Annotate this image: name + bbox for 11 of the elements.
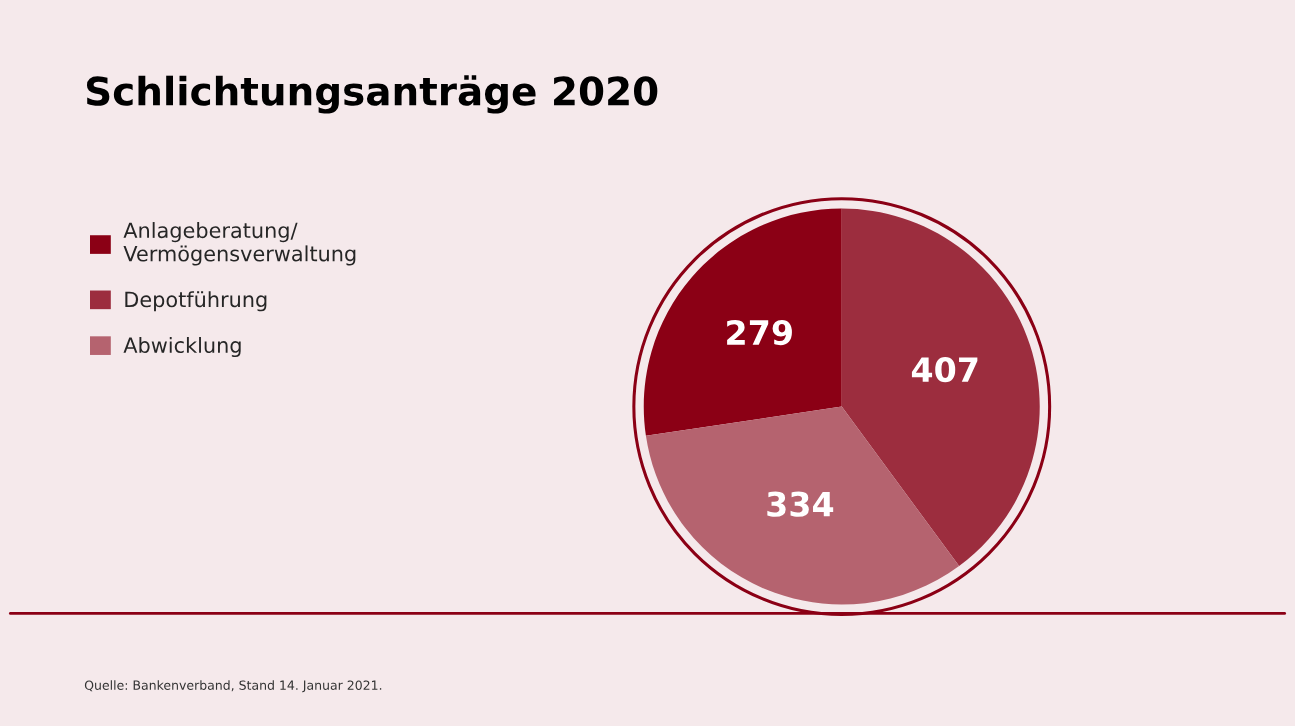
pie-slice <box>643 208 842 436</box>
data-label: 279 <box>727 319 792 346</box>
legend-label: Anlageberatung/ Vermögensverwaltung <box>123 222 356 266</box>
data-label: 407 <box>911 357 978 383</box>
source-note: Quelle: Bankenverband, Stand 14. Januar 2021. <box>84 680 382 693</box>
chart-title: Schlichtungsanträge 2020 <box>86 75 658 114</box>
pie-slice <box>841 208 1040 567</box>
data-label: 334 <box>767 491 834 517</box>
legend-label: Depotführung <box>125 291 267 312</box>
legend-label: Abwicklung <box>123 336 241 358</box>
pie-slice <box>645 406 960 605</box>
